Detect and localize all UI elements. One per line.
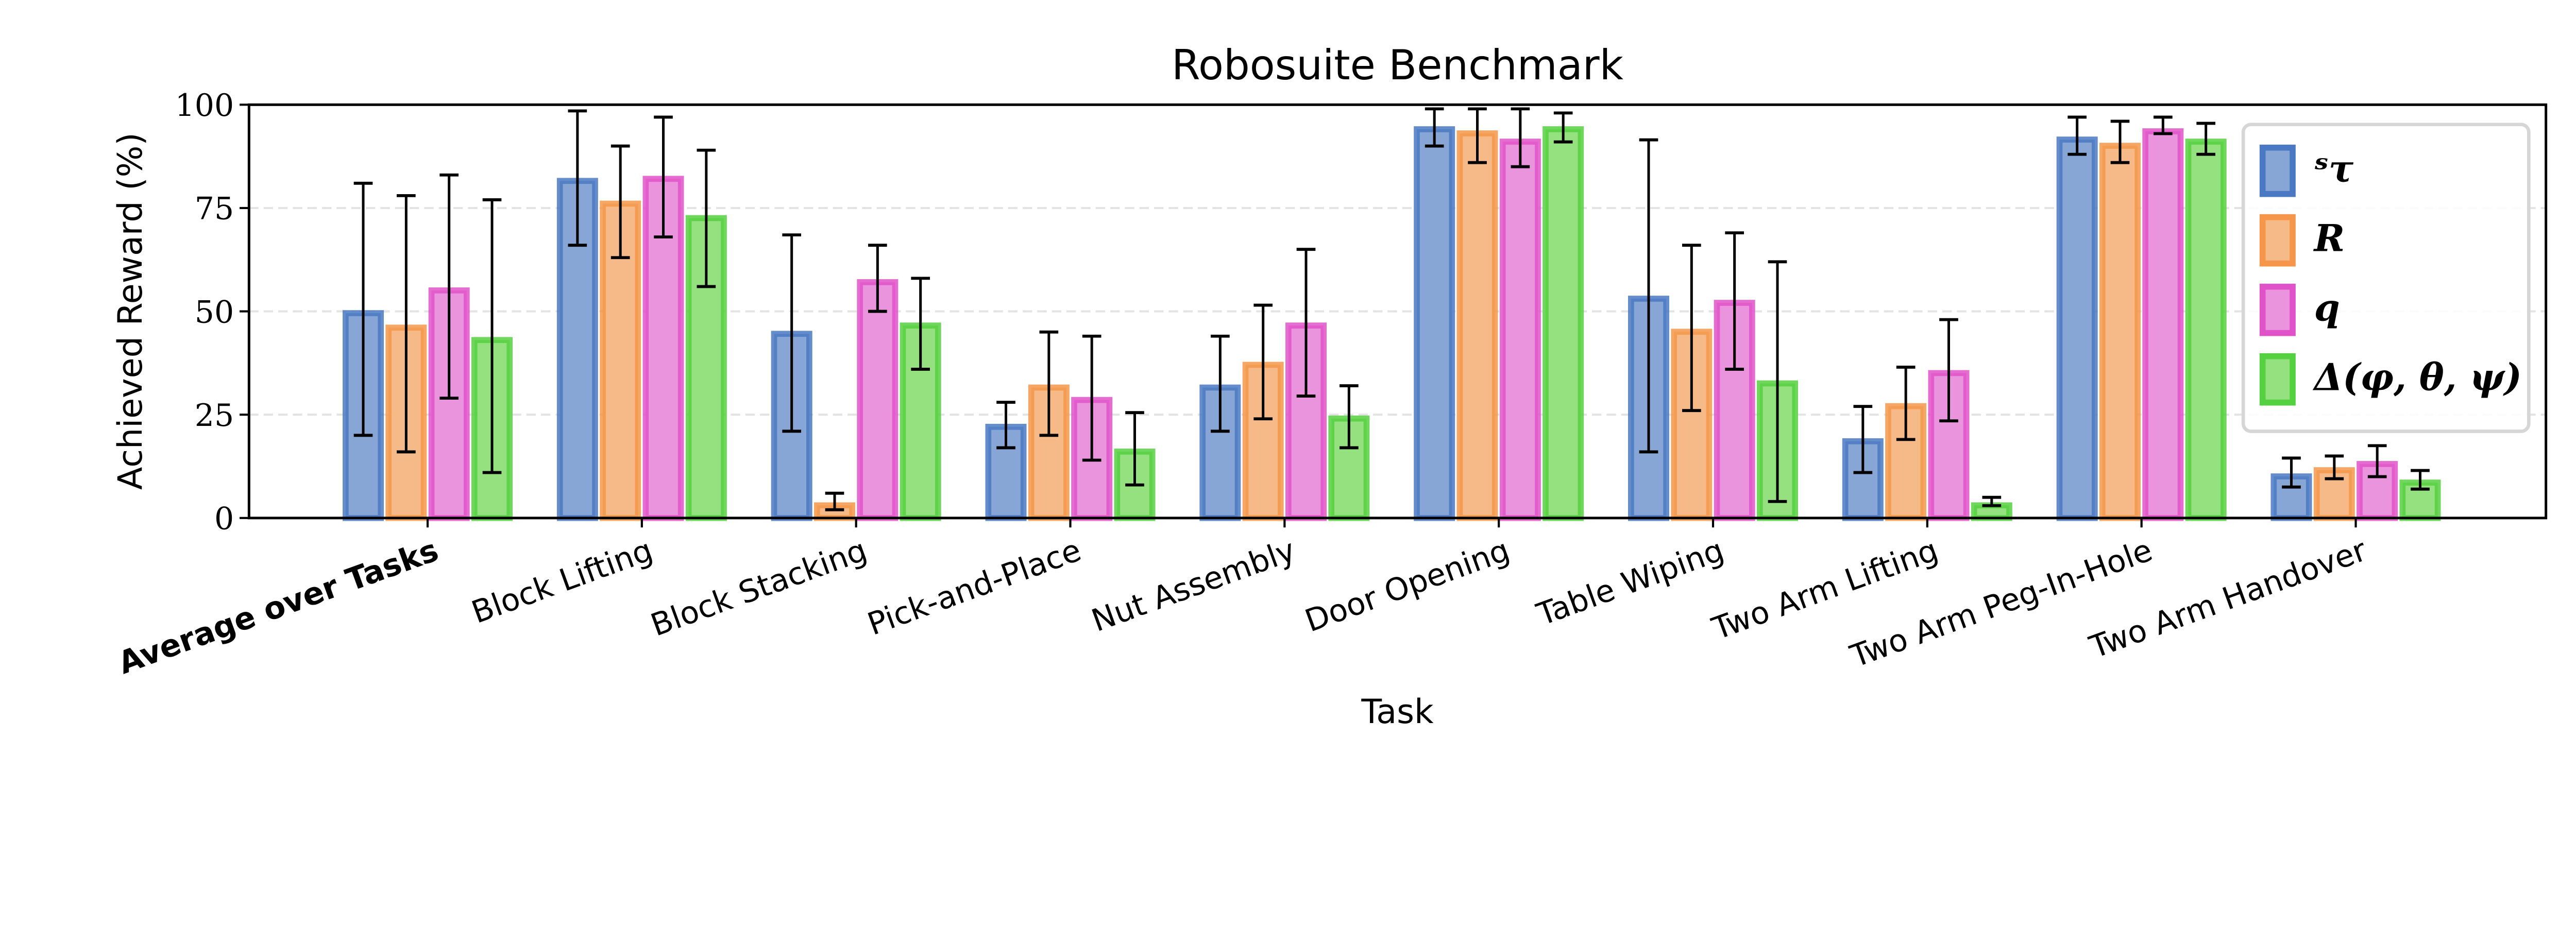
error-bar [2067, 115, 2087, 156]
bar [2185, 139, 2227, 521]
error-bar [2110, 119, 2130, 164]
bar [1456, 130, 1498, 521]
error-bar [2282, 456, 2301, 489]
legend-swatch [2259, 353, 2296, 406]
x-tick-label: Table Wiping [1532, 532, 1728, 633]
y-tick-label: 75 [195, 191, 234, 227]
error-bar [868, 244, 887, 313]
legend-swatch [2259, 214, 2296, 267]
legend-label: q [2314, 286, 2340, 330]
error-bar [1682, 244, 1701, 413]
legend-label: ˢτ [2314, 147, 2354, 191]
x-tick-label: Block Lifting [467, 532, 657, 631]
legend: ˢτ Rq Δ(φ, θ, ψ) [2241, 123, 2531, 433]
error-bar [1340, 384, 1359, 450]
x-tick-label: Block Stacking [646, 532, 872, 643]
legend-label: Δ(φ, θ, ψ) [2313, 356, 2522, 399]
x-tick-label: Average over Tasks [113, 532, 443, 681]
y-axis-ticks: 0 25 50 75 100 [175, 88, 249, 537]
error-bar [1296, 248, 1316, 398]
error-bar [1896, 366, 1916, 441]
error-bar [1082, 334, 1101, 462]
x-tick-label: Pick-and-Place [863, 532, 1086, 643]
error-bar [825, 491, 844, 511]
chart-title: Robosuite Benchmark [1172, 41, 1624, 89]
error-bar [611, 144, 630, 260]
bars [343, 126, 2441, 521]
error-bar [1425, 107, 1444, 148]
x-tick-label: Door Opening [1300, 532, 1514, 639]
legend-swatch [2259, 283, 2296, 336]
error-bar [654, 115, 673, 239]
error-bar [1039, 330, 1059, 437]
error-bar [2411, 469, 2430, 491]
bar-chart: Robosuite Benchmark 0 25 50 75 100 Average o… [111, 41, 2548, 731]
error-bar [568, 109, 587, 247]
error-bar [1211, 334, 1230, 433]
error-bars [353, 107, 2430, 511]
error-bar [1511, 107, 1530, 168]
error-bar [996, 401, 1015, 450]
error-bar [1125, 411, 1144, 487]
error-bar [1468, 107, 1487, 164]
error-bar [2367, 444, 2387, 478]
bar [1971, 502, 2012, 521]
error-bar [353, 181, 373, 437]
bar [1499, 139, 1541, 521]
bar [1414, 126, 1455, 521]
error-bar [482, 198, 502, 474]
error-bar [697, 148, 716, 288]
bar [2056, 136, 2098, 521]
error-bar [2154, 115, 2173, 135]
error-bar [782, 233, 801, 433]
x-axis-label: Task [1361, 693, 1434, 731]
bar [857, 279, 899, 521]
error-bar [1853, 405, 1873, 474]
y-tick-label: 50 [195, 294, 234, 330]
bar [2142, 128, 2184, 521]
y-axis-label: Achieved Reward (%) [111, 132, 150, 490]
y-tick-label: 25 [195, 398, 234, 434]
bar [2099, 143, 2141, 521]
y-tick-label: 100 [175, 88, 234, 124]
x-tick-label: Nut Assembly [1087, 532, 1300, 639]
error-bar [2325, 454, 2344, 480]
error-bar [1768, 260, 1787, 503]
legend-swatch [2259, 144, 2296, 197]
y-tick-label: 0 [214, 501, 234, 537]
error-bar [1639, 138, 1658, 454]
error-bar [439, 173, 459, 400]
error-bar [2196, 122, 2215, 156]
error-bar [911, 277, 930, 371]
error-bar [1253, 303, 1273, 421]
error-bar [1725, 231, 1744, 371]
legend-label: R [2313, 217, 2345, 260]
error-bar [397, 194, 416, 454]
error-bar [1553, 111, 1573, 144]
error-bar [1939, 318, 1958, 423]
error-bar [1982, 495, 2002, 507]
legend-frame [2241, 123, 2531, 433]
bar [1543, 126, 1584, 521]
